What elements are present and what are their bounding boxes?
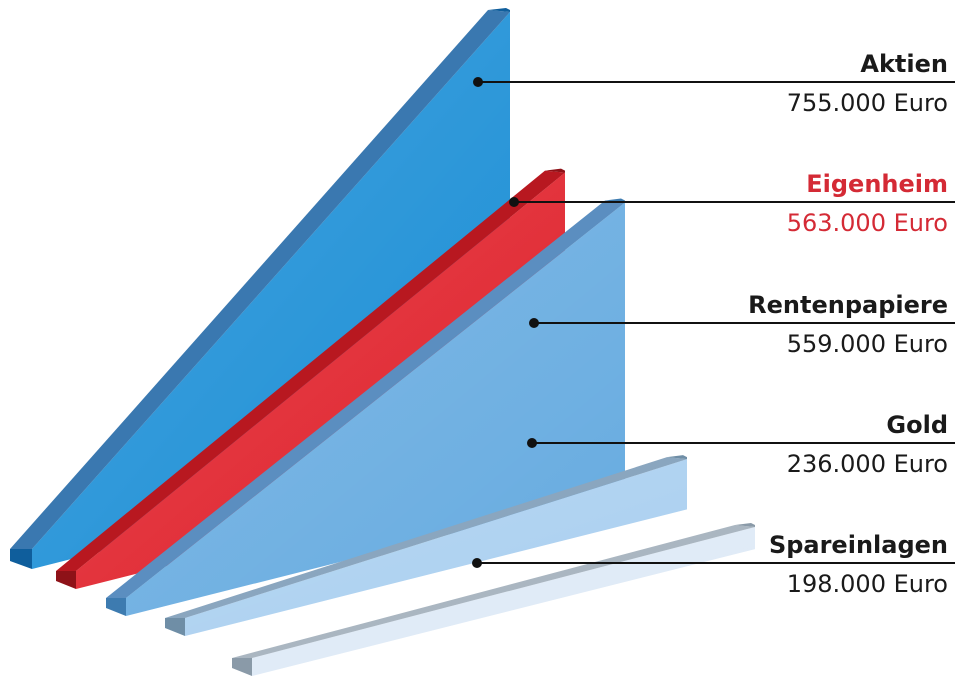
value-label-rentenpapiere: 559.000 Euro <box>787 330 948 358</box>
wedge-bevel-rentenpapiere <box>106 200 625 598</box>
category-label-aktien: Aktien <box>860 50 948 78</box>
category-label-gold: Gold <box>886 411 948 439</box>
wedge-peak-gold <box>667 455 687 460</box>
wedge-cap-eigenheim <box>56 571 76 589</box>
wedge-group <box>10 8 755 676</box>
value-label-eigenheim: 563.000 Euro <box>787 209 948 237</box>
value-label-aktien: 755.000 Euro <box>787 89 948 117</box>
wedge-peak-eigenheim <box>545 168 565 173</box>
leader-dot-gold <box>527 438 537 448</box>
leader-dot-rentenpapiere <box>529 318 539 328</box>
wedge-cap-spareinlagen <box>232 658 252 676</box>
wedge-bevel-gold <box>165 457 687 618</box>
wedge-cap-rentenpapiere <box>106 598 126 616</box>
category-label-rentenpapiere: Rentenpapiere <box>748 291 948 319</box>
leader-dot-eigenheim <box>509 197 519 207</box>
leader-dot-aktien <box>473 77 483 87</box>
wedge-cap-gold <box>165 618 185 636</box>
leader-group <box>472 77 955 568</box>
leader-dot-spareinlagen <box>472 558 482 568</box>
category-label-spareinlagen: Spareinlagen <box>769 531 948 559</box>
wedge-sheen-gold <box>185 459 687 636</box>
wedge-bevel-eigenheim <box>56 170 565 571</box>
wedge-spareinlagen <box>232 522 755 676</box>
category-label-eigenheim: Eigenheim <box>806 170 948 198</box>
wedge-bevel-spareinlagen <box>232 524 755 658</box>
wedge-gold <box>165 455 687 636</box>
wedge-cap-aktien <box>10 549 32 569</box>
wedge-sheen-spareinlagen <box>252 526 755 676</box>
wedge-peak-spareinlagen <box>735 522 755 527</box>
wedge-bevel-aktien <box>10 10 510 549</box>
value-label-gold: 236.000 Euro <box>787 450 948 478</box>
value-label-spareinlagen: 198.000 Euro <box>787 570 948 598</box>
wedge-peak-aktien <box>488 8 510 12</box>
label-group: Aktien 755.000 Euro Eigenheim 563.000 Euro R… <box>748 50 948 598</box>
